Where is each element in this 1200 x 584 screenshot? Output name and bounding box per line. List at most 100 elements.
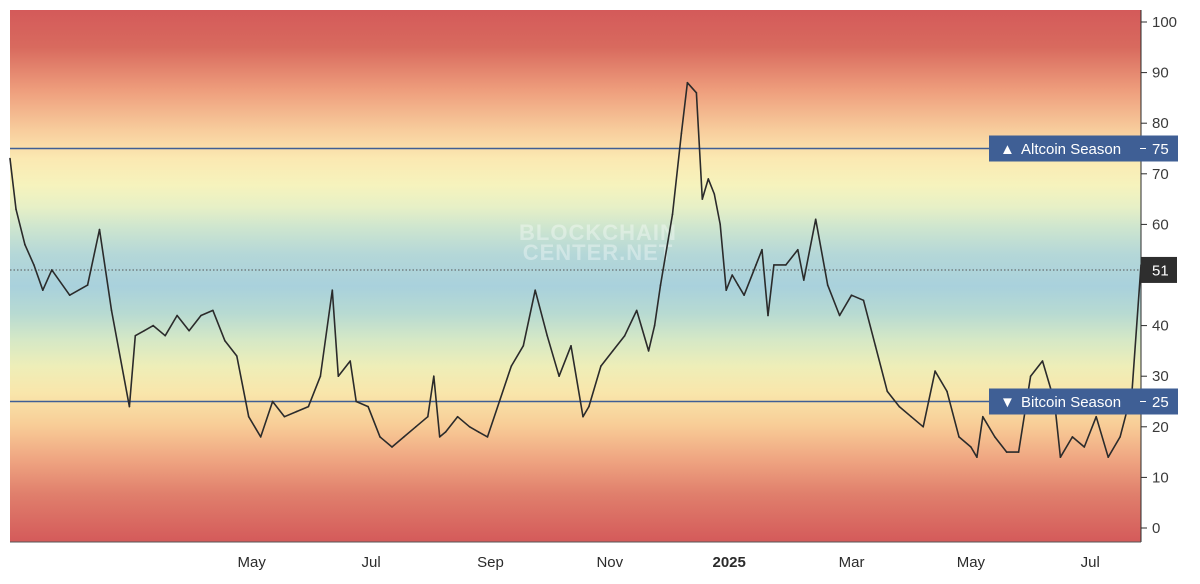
x-tick-label: Jul xyxy=(1081,554,1100,571)
y-tick-label: 60 xyxy=(1152,216,1169,233)
data-point xyxy=(826,284,829,286)
y-tick-label: 10 xyxy=(1152,469,1169,486)
reference-label-box xyxy=(989,388,1178,415)
data-point xyxy=(486,436,489,438)
data-point xyxy=(707,178,710,180)
data-point xyxy=(1119,436,1121,438)
data-point xyxy=(737,284,739,286)
data-point xyxy=(522,345,525,347)
data-point xyxy=(367,405,369,408)
data-point xyxy=(188,329,190,332)
watermark-text: CENTER.NET xyxy=(523,240,674,265)
data-point xyxy=(797,248,799,251)
data-point xyxy=(259,436,262,438)
y-tick-label: 80 xyxy=(1152,115,1169,132)
data-point xyxy=(1029,375,1032,378)
data-point xyxy=(331,289,334,292)
y-tick-label: 90 xyxy=(1152,65,1169,82)
data-point xyxy=(686,81,689,84)
data-point xyxy=(86,284,89,286)
data-point xyxy=(110,309,113,312)
data-point xyxy=(337,375,340,378)
reference-label-text: Altcoin Season xyxy=(1021,141,1121,158)
x-axis: May Jul Sep Nov 2025 Mar May Jul xyxy=(238,554,1100,571)
reference-label-text: Bitcoin Season xyxy=(1021,394,1121,411)
data-point xyxy=(128,405,131,408)
data-point xyxy=(558,375,560,378)
data-point xyxy=(349,360,352,362)
x-tick-label: Jul xyxy=(361,554,380,571)
data-point xyxy=(701,198,704,200)
data-point xyxy=(15,208,17,210)
data-point xyxy=(1017,451,1020,453)
x-tick-label: Nov xyxy=(596,554,623,571)
data-point xyxy=(355,400,358,403)
x-tick-label: Mar xyxy=(839,554,865,571)
x-tick-label: Sep xyxy=(477,554,504,571)
data-point xyxy=(886,390,889,393)
data-point xyxy=(982,415,984,418)
data-point xyxy=(743,294,745,297)
data-point xyxy=(283,415,286,418)
reference-lines xyxy=(10,147,1141,403)
plot-background xyxy=(10,10,1141,542)
current-value-text: 51 xyxy=(1152,262,1169,279)
data-point xyxy=(212,309,214,312)
x-tick-label: May xyxy=(238,554,267,571)
data-point xyxy=(719,223,721,226)
data-point xyxy=(236,355,238,357)
data-point xyxy=(922,426,924,428)
data-point xyxy=(1005,451,1008,453)
data-point xyxy=(379,436,381,438)
data-point xyxy=(68,294,71,297)
data-point xyxy=(695,92,698,94)
y-tick-label: 40 xyxy=(1152,318,1169,335)
data-point xyxy=(200,314,202,317)
data-point xyxy=(635,309,638,312)
data-point xyxy=(713,193,716,195)
data-point xyxy=(1083,446,1086,448)
data-point xyxy=(456,415,459,418)
data-point xyxy=(653,324,656,327)
data-point xyxy=(438,436,441,438)
data-point xyxy=(600,365,602,367)
reference-label-box xyxy=(989,135,1178,162)
data-point xyxy=(176,314,178,317)
data-point xyxy=(910,415,912,418)
data-point xyxy=(307,405,310,408)
data-point xyxy=(570,345,572,347)
data-point xyxy=(582,415,584,418)
data-point xyxy=(391,446,393,448)
data-point xyxy=(946,390,948,393)
reference-labels: ▲ Altcoin Season 75 ▼ Bitcoin Season 25 xyxy=(989,135,1178,415)
reference-label-value: 75 xyxy=(1152,141,1169,158)
current-value-box xyxy=(1141,256,1177,283)
data-point xyxy=(1071,436,1074,438)
data-point xyxy=(862,299,865,302)
data-point xyxy=(970,446,972,448)
data-point xyxy=(647,350,650,352)
data-point xyxy=(477,431,480,433)
data-point xyxy=(510,365,513,367)
data-point xyxy=(874,345,877,347)
data-point xyxy=(1059,456,1062,459)
data-point xyxy=(1107,456,1109,459)
data-point xyxy=(1041,360,1044,362)
data-point xyxy=(934,370,936,372)
data-point xyxy=(958,436,960,438)
data-point xyxy=(994,436,996,438)
data-point xyxy=(143,329,146,332)
data-point xyxy=(444,431,447,433)
data-point xyxy=(403,436,405,438)
data-point xyxy=(588,405,590,408)
data-point xyxy=(468,426,471,428)
data-point xyxy=(623,334,626,337)
current-value-badge: 51 xyxy=(1141,256,1177,283)
data-point xyxy=(224,340,226,342)
data-point xyxy=(164,334,166,337)
data-point xyxy=(247,415,250,418)
data-point xyxy=(612,350,614,352)
data-point xyxy=(433,375,435,378)
data-point xyxy=(838,314,841,317)
